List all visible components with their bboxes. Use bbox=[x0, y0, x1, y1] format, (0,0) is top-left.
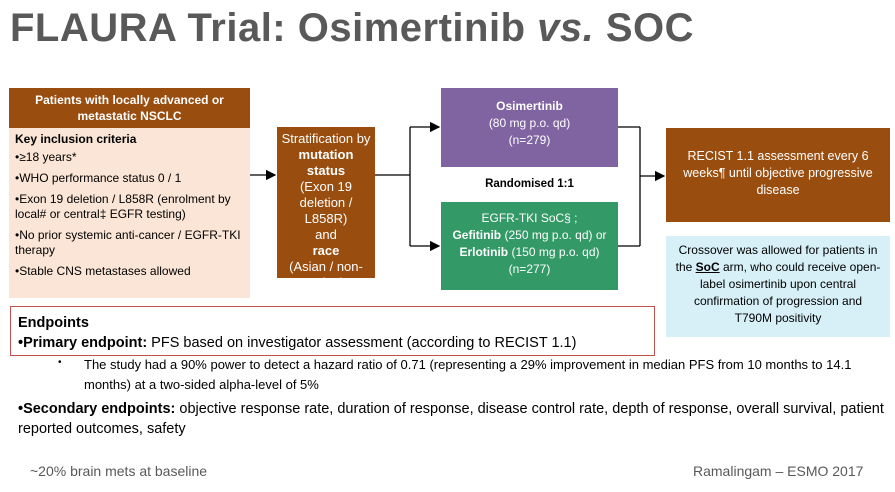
primary-endpoint-label: •Primary endpoint: bbox=[18, 335, 148, 351]
title-text: FLAURA Trial: Osimertinib bbox=[10, 6, 538, 50]
strat-mutation-label: mutation status bbox=[298, 147, 354, 178]
patients-header-text: Patients with locally advanced or metast… bbox=[35, 93, 224, 123]
osimertinib-name: Osimertinib bbox=[496, 99, 563, 113]
title-vs: vs. bbox=[537, 6, 595, 50]
criteria-title: Key inclusion criteria bbox=[15, 132, 137, 146]
osimertinib-arm-box: Osimertinib (80 mg p.o. qd) (n=279) bbox=[441, 88, 618, 167]
power-bullet: • bbox=[58, 357, 62, 368]
footer-citation: Ramalingam – ESMO 2017 bbox=[693, 463, 864, 479]
erlotinib-dose: (150 mg p.o. qd) bbox=[508, 245, 600, 259]
inclusion-criteria-box: Key inclusion criteria •≥18 years* •WHO … bbox=[9, 128, 250, 298]
secondary-endpoints: •Secondary endpoints: objective response… bbox=[18, 399, 888, 439]
secondary-endpoints-text: objective response rate, duration of res… bbox=[18, 401, 884, 437]
egfr-tki-n: (n=277) bbox=[508, 262, 551, 276]
strat-race-detail: (Asian / non-Asian) bbox=[289, 259, 363, 290]
egfr-tki-header: EGFR-TKI SoC§ ; bbox=[481, 211, 578, 225]
criteria-item: •Exon 19 deletion / L858R (enrolment by … bbox=[15, 192, 231, 221]
gefitinib-name: Gefitinib bbox=[452, 228, 502, 242]
primary-endpoint-text: PFS based on investigator assessment (ac… bbox=[147, 335, 577, 351]
criteria-item: •Stable CNS metastases allowed bbox=[15, 264, 191, 278]
osimertinib-n: (n=279) bbox=[508, 133, 551, 147]
randomised-label: Randomised 1:1 bbox=[485, 178, 574, 190]
title-soc: SOC bbox=[594, 6, 695, 50]
osimertinib-dose: (80 mg p.o. qd) bbox=[488, 116, 571, 130]
endpoints-frame bbox=[10, 306, 655, 356]
recist-box: RECIST 1.1 assessment every 6 weeks¶ unt… bbox=[666, 128, 890, 222]
strat-mutation-detail: (Exon 19 deletion / L858R) bbox=[299, 179, 353, 226]
crossover-soc: SoC bbox=[695, 260, 720, 274]
crossover-box: Crossover was allowed for patients in th… bbox=[666, 236, 890, 337]
patients-header: Patients with locally advanced or metast… bbox=[9, 88, 250, 128]
criteria-item: •≥18 years* bbox=[15, 150, 77, 164]
strat-line1: Stratification by bbox=[281, 131, 371, 146]
gefitinib-dose: (250 mg p.o. qd) or bbox=[501, 228, 607, 242]
egfr-tki-arm-box: EGFR-TKI SoC§ ; Gefitinib (250 mg p.o. q… bbox=[441, 202, 618, 290]
page-title: FLAURA Trial: Osimertinib vs. SOC bbox=[10, 6, 694, 51]
crossover-post: arm, who could receive open-label osimer… bbox=[693, 260, 881, 325]
strat-race-label: race bbox=[312, 243, 340, 258]
crossover-pre: Crossover was allowed for patients in th… bbox=[675, 243, 878, 274]
criteria-item: •No prior systemic anti-cancer / EGFR-TK… bbox=[15, 228, 241, 257]
stratification-box: Stratification by mutation status (Exon … bbox=[277, 127, 375, 290]
power-statement: The study had a 90% power to detect a ha… bbox=[84, 357, 852, 392]
criteria-item: •WHO performance status 0 / 1 bbox=[15, 171, 182, 185]
strat-and: and bbox=[315, 227, 337, 242]
primary-endpoint: •Primary endpoint: PFS based on investig… bbox=[18, 335, 576, 351]
secondary-endpoints-label: •Secondary endpoints: bbox=[18, 401, 176, 417]
erlotinib-name: Erlotinib bbox=[459, 245, 509, 259]
endpoints-heading: Endpoints bbox=[18, 315, 89, 331]
footer-note: ~20% brain mets at baseline bbox=[30, 463, 208, 479]
